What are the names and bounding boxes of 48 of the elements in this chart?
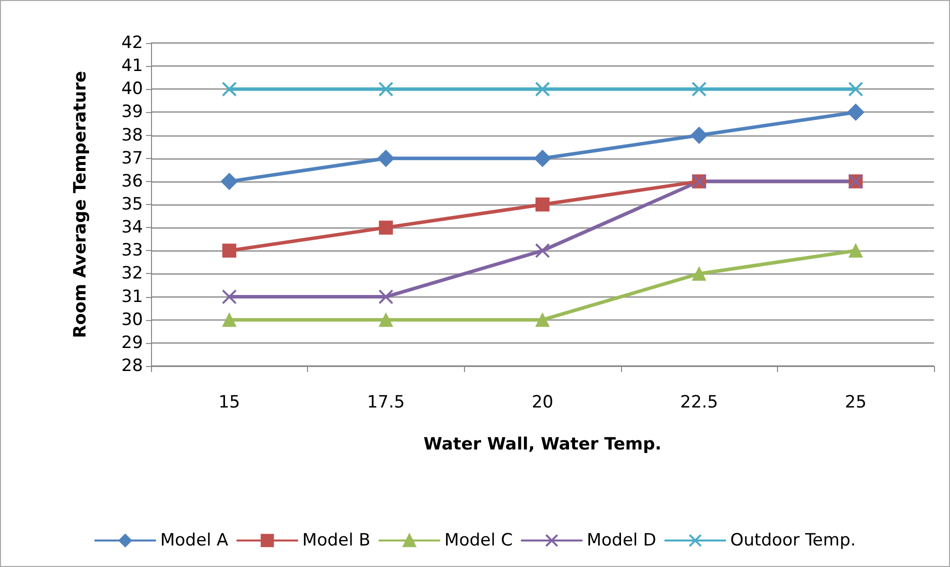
y-tick-label: 37 xyxy=(121,148,143,168)
y-tick-label: 29 xyxy=(121,332,143,353)
point xyxy=(378,312,393,327)
legend-label: Model A xyxy=(160,530,229,550)
x-tick-label: 20 xyxy=(532,392,554,412)
point xyxy=(536,312,550,327)
y-tick-label: 41 xyxy=(121,56,143,76)
point xyxy=(222,82,237,97)
x-tick-label: 22.5 xyxy=(680,392,718,412)
point xyxy=(378,82,394,97)
point xyxy=(692,266,706,281)
y-axis-title: Room Average Temperature xyxy=(70,71,90,338)
x-axis-title: Water Wall, Water Temp. xyxy=(423,434,662,454)
y-tick-label: 38 xyxy=(121,125,143,146)
y-tick-label: 39 xyxy=(121,102,143,122)
y-tick-label: 30 xyxy=(121,310,143,330)
legend-label: Model D xyxy=(586,530,656,550)
point xyxy=(534,150,551,167)
point xyxy=(692,82,707,97)
point xyxy=(378,289,394,304)
y-tick-label: 40 xyxy=(121,79,143,100)
point xyxy=(378,220,393,235)
point xyxy=(848,82,864,97)
point xyxy=(222,289,237,304)
point xyxy=(847,104,864,121)
x-tick-label: 17.5 xyxy=(366,392,405,412)
legend-label: Model C xyxy=(444,530,513,550)
point xyxy=(536,198,550,212)
point xyxy=(220,172,238,190)
y-tick-label: 28 xyxy=(121,356,143,376)
point xyxy=(222,244,236,258)
point xyxy=(535,243,550,258)
y-tick-label: 35 xyxy=(121,194,143,214)
point xyxy=(377,150,394,167)
point xyxy=(690,126,708,144)
y-tick-label: 34 xyxy=(121,218,143,238)
x-tick-label: 15 xyxy=(218,392,240,412)
y-tick-label: 33 xyxy=(121,240,143,261)
point xyxy=(535,82,550,97)
legend-label: Outdoor Temp. xyxy=(730,530,856,550)
y-tick-label: 42 xyxy=(121,33,143,53)
x-tick-label: 25 xyxy=(844,392,867,412)
y-tick-label: 36 xyxy=(121,171,143,192)
y-tick-label: 31 xyxy=(121,286,143,307)
point xyxy=(848,244,863,258)
y-tick-label: 32 xyxy=(121,264,143,284)
point xyxy=(222,312,236,327)
legend-label: Model B xyxy=(302,530,370,550)
